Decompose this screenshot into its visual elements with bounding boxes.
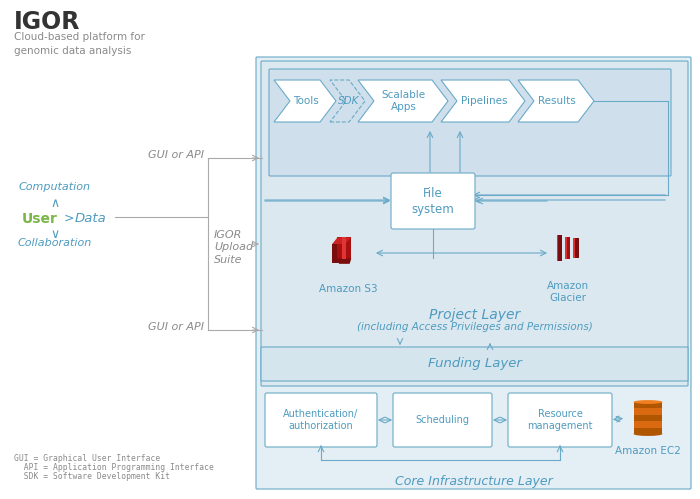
Polygon shape	[518, 80, 594, 122]
FancyBboxPatch shape	[391, 173, 475, 229]
FancyBboxPatch shape	[261, 61, 688, 386]
Text: Core Infrastructure Layer: Core Infrastructure Layer	[395, 475, 552, 488]
Text: Funding Layer: Funding Layer	[428, 357, 522, 370]
Text: Pipelines: Pipelines	[461, 96, 507, 106]
Polygon shape	[330, 80, 365, 122]
Text: GUI or API: GUI or API	[148, 322, 204, 332]
Ellipse shape	[634, 400, 662, 404]
Text: IGOR
Upload
Suite: IGOR Upload Suite	[214, 230, 253, 265]
Text: Computation: Computation	[19, 182, 91, 192]
FancyBboxPatch shape	[393, 393, 492, 447]
Polygon shape	[556, 236, 562, 260]
Polygon shape	[573, 239, 579, 257]
Text: Tools: Tools	[293, 96, 318, 106]
Text: Cloud-based platform for
genomic data analysis: Cloud-based platform for genomic data an…	[14, 32, 145, 56]
Text: Scheduling: Scheduling	[416, 415, 470, 425]
Text: SDK: SDK	[337, 96, 359, 106]
Polygon shape	[573, 239, 575, 257]
Text: Data: Data	[75, 212, 106, 225]
FancyBboxPatch shape	[256, 57, 691, 489]
Text: Project Layer: Project Layer	[429, 308, 520, 322]
FancyBboxPatch shape	[269, 69, 671, 176]
Text: (including Access Privileges and Permissions): (including Access Privileges and Permiss…	[356, 322, 592, 332]
FancyBboxPatch shape	[265, 393, 377, 447]
Polygon shape	[556, 236, 558, 260]
Text: Authentication/
authorization: Authentication/ authorization	[284, 409, 358, 431]
Text: Amazon EC2: Amazon EC2	[615, 446, 681, 456]
Polygon shape	[634, 421, 662, 428]
Text: API = Application Programming Interface: API = Application Programming Interface	[14, 463, 214, 472]
Polygon shape	[441, 80, 525, 122]
Polygon shape	[274, 80, 336, 122]
Polygon shape	[634, 428, 662, 434]
Polygon shape	[337, 238, 351, 258]
Polygon shape	[565, 237, 570, 259]
Text: Resource
management: Resource management	[527, 409, 593, 431]
Text: Amazon S3: Amazon S3	[318, 284, 377, 294]
Polygon shape	[332, 244, 344, 263]
Polygon shape	[358, 80, 448, 122]
Text: GUI or API: GUI or API	[148, 150, 204, 160]
Ellipse shape	[634, 432, 662, 436]
Text: GUI = Graphical User Interface: GUI = Graphical User Interface	[14, 454, 160, 463]
Polygon shape	[332, 238, 351, 244]
Text: >: >	[64, 212, 74, 225]
Text: IGOR: IGOR	[14, 10, 80, 34]
Polygon shape	[337, 258, 351, 264]
Text: SDK = Software Development Kit: SDK = Software Development Kit	[14, 472, 170, 481]
FancyBboxPatch shape	[261, 347, 688, 381]
Text: ∧: ∧	[50, 197, 60, 210]
Polygon shape	[634, 402, 662, 408]
Polygon shape	[342, 238, 346, 258]
Text: Scalable
Apps: Scalable Apps	[382, 90, 426, 112]
Text: Results: Results	[538, 96, 575, 106]
Text: ∨: ∨	[50, 228, 60, 241]
Polygon shape	[565, 237, 566, 259]
FancyBboxPatch shape	[508, 393, 612, 447]
Polygon shape	[634, 415, 662, 421]
Text: Collaboration: Collaboration	[18, 238, 92, 248]
Text: File
system: File system	[412, 187, 454, 216]
Polygon shape	[634, 408, 662, 415]
Text: User: User	[22, 212, 58, 226]
Text: Amazon
Glacier: Amazon Glacier	[547, 281, 589, 302]
